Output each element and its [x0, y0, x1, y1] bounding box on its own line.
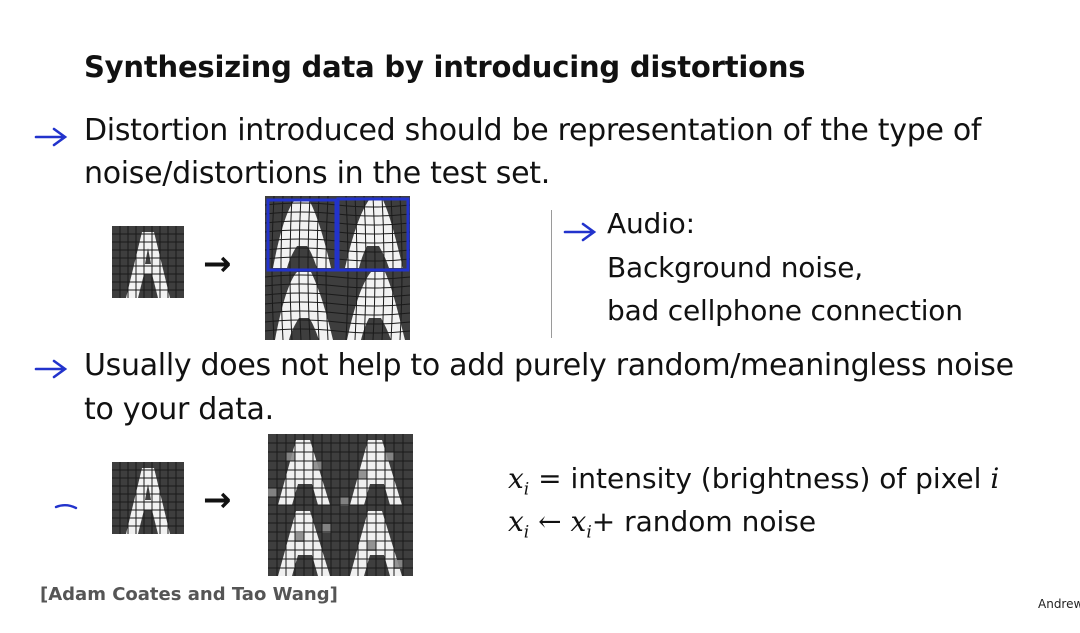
- transform-arrow-icon: →: [203, 244, 232, 284]
- formula-var-x: x: [570, 505, 587, 538]
- formula-line2: xi ← xi+ random noise: [508, 505, 816, 543]
- vertical-divider: [551, 210, 552, 338]
- handwritten-dash-icon: [54, 504, 78, 510]
- handwritten-arrow-icon: [563, 222, 597, 242]
- handwritten-arrow-icon: [34, 359, 68, 379]
- audio-heading: Audio:: [607, 207, 695, 240]
- handwritten-arrow-icon: [34, 127, 68, 147]
- formula-noise-text: + random noise: [591, 505, 817, 538]
- formula-equals: =: [538, 462, 562, 495]
- bullet1-line2: noise/distortions in the test set.: [84, 156, 550, 191]
- formula-sub-i: i: [523, 479, 530, 500]
- formula-sub-i: i: [586, 522, 592, 543]
- formula-text: intensity (brightness) of pixel: [570, 462, 982, 495]
- formula-var-x: x: [508, 505, 524, 538]
- formula-assign-arrow: ←: [538, 505, 562, 538]
- distorted-letter-a-grid-image: [265, 196, 410, 340]
- formula-sub-i: i: [523, 522, 530, 543]
- formula-var-x: x: [508, 462, 524, 495]
- noisy-letter-a-grid-image: [268, 434, 413, 576]
- formula-line1: xi = intensity (brightness) of pixel i: [508, 462, 999, 500]
- formula-var-i: i: [990, 462, 1000, 495]
- original-letter-a-image: [112, 226, 184, 298]
- bullet2-line1: Usually does not help to add purely rand…: [84, 348, 1014, 383]
- transform-arrow-icon: →: [203, 480, 232, 520]
- audio-line1: Background noise,: [607, 251, 863, 284]
- bullet1-line1: Distortion introduced should be represen…: [84, 113, 982, 148]
- author-name-fragment: Andrew: [1038, 597, 1080, 611]
- original-letter-a-image: [112, 462, 184, 534]
- bullet2-line2: to your data.: [84, 392, 274, 427]
- citation: [Adam Coates and Tao Wang]: [40, 584, 338, 605]
- audio-line2: bad cellphone connection: [607, 294, 963, 327]
- slide-title: Synthesizing data by introducing distort…: [84, 50, 806, 84]
